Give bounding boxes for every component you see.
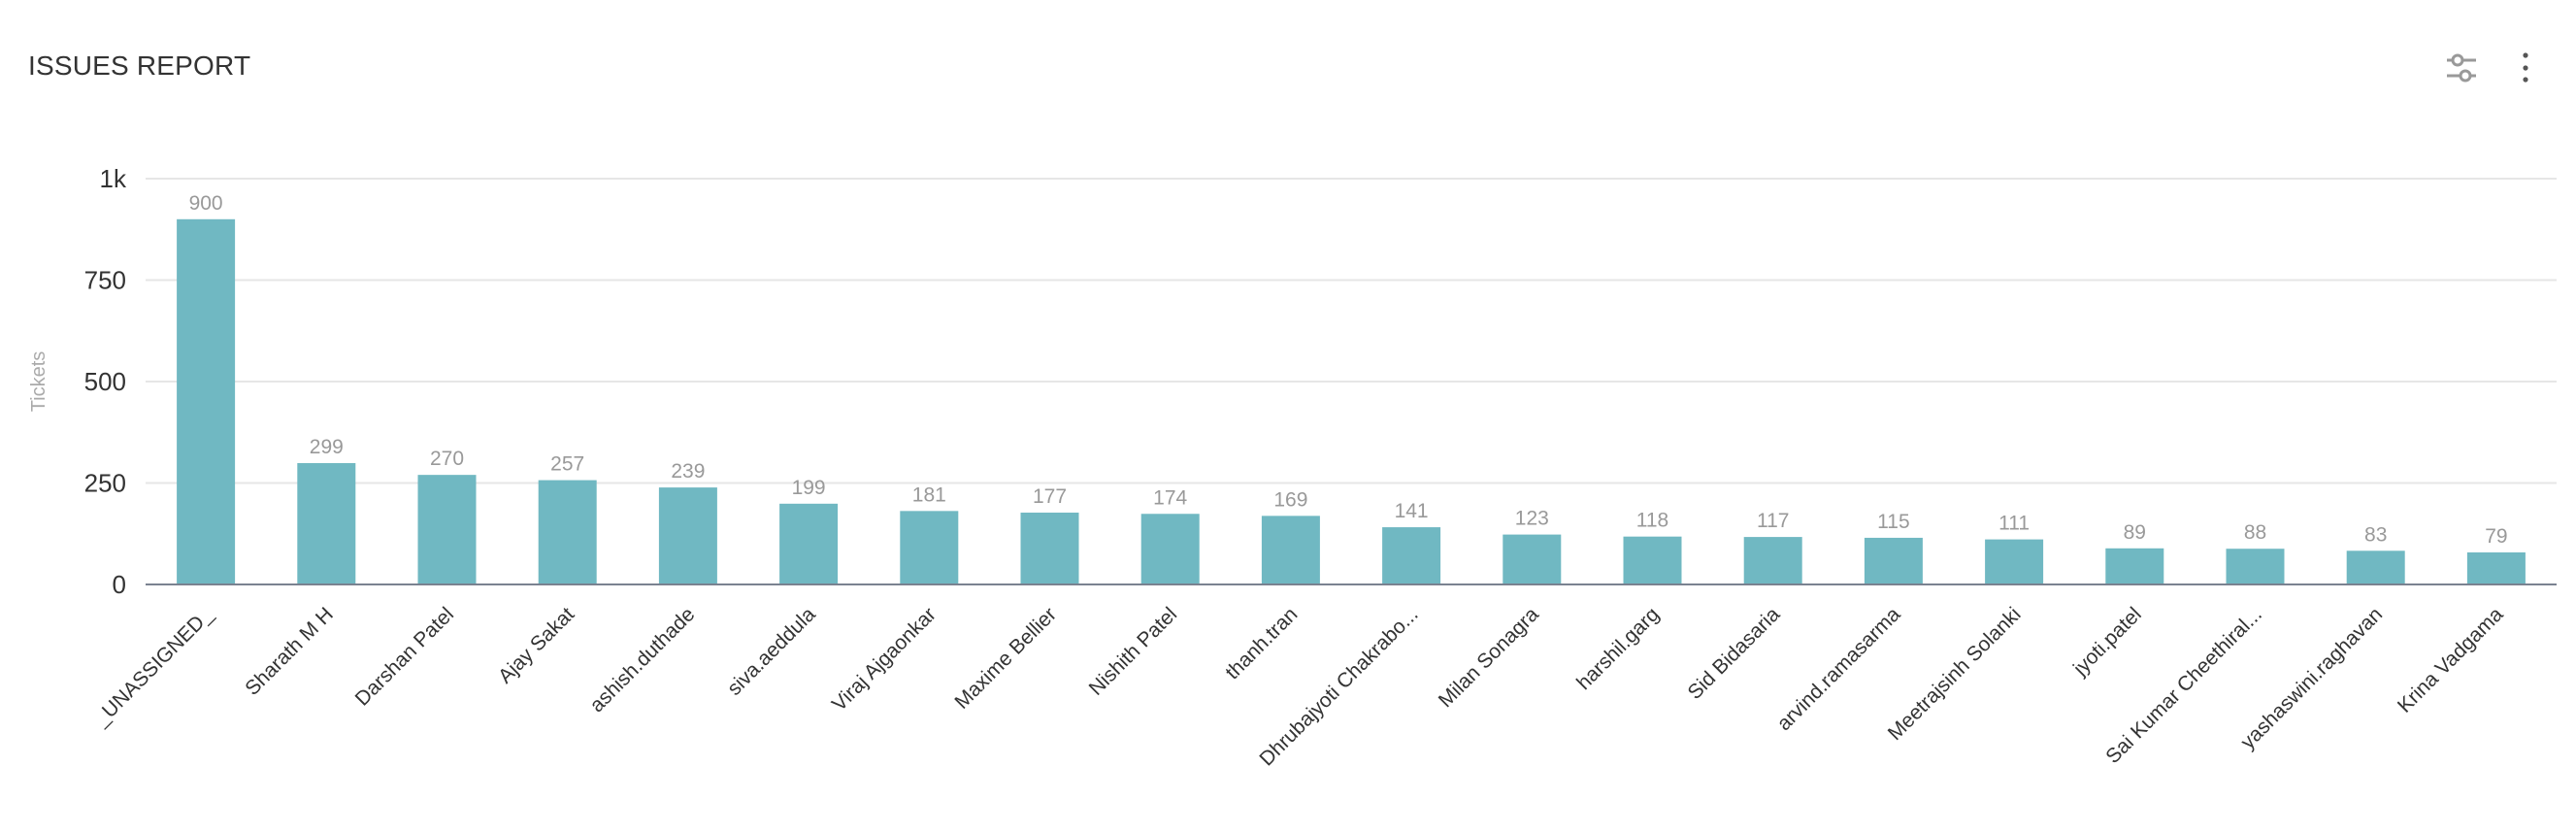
bar [658,487,717,584]
y-tick-label: 1k [100,164,127,193]
data-label: 115 [1877,511,1909,533]
data-label: 900 [189,192,223,215]
page-title: ISSUES REPORT [28,50,251,81]
data-label: 270 [430,448,464,470]
data-label: 111 [1998,513,2030,535]
y-tick-label: 750 [84,266,126,295]
x-tick-label: Viraj Ajgaonkar [828,603,941,716]
x-tick-label: jyoti.patel [2068,603,2146,681]
data-label: 177 [1033,485,1067,508]
bar [1743,537,1802,584]
data-label: 239 [671,460,705,483]
data-label: 169 [1273,488,1307,511]
x-tick-label: thanh.tran [1221,603,1302,683]
x-tick-label: _UNASSIGNED_ [89,603,217,731]
data-label: 117 [1757,510,1789,532]
data-label: 79 [2485,525,2507,548]
x-tick-label: Nishith Patel [1085,603,1182,700]
sliders-icon[interactable] [2440,43,2483,85]
bar [1864,537,1923,584]
x-tick-label: Krina Vadgama [2394,603,2508,717]
data-label: 123 [1515,508,1549,530]
x-tick-label: Dhrubajyoti Chakrabo... [1255,603,1422,770]
more-vertical-icon[interactable] [2504,43,2547,85]
y-axis-title: Tickets [28,351,50,413]
bar [1623,536,1682,584]
x-tick-label: Sid Bidasaria [1683,603,1784,704]
x-tick-label: Sharath M H [241,603,338,700]
bar [1503,534,1562,584]
x-tick-label: Maxime Bellier [950,603,1061,714]
bar [1261,516,1320,584]
bar [900,511,959,584]
bar [2346,550,2405,584]
bar [1382,527,1441,584]
y-tick-label: 500 [84,367,126,396]
x-tick-label: Ajay Sakat [494,603,578,687]
data-label: 88 [2244,521,2266,544]
data-label: 141 [1395,500,1429,522]
bar [2105,548,2164,584]
x-tick-label: ashish.duthade [585,603,699,716]
data-label: 181 [912,483,946,506]
data-label: 118 [1636,510,1668,532]
bar [1985,539,2044,584]
y-tick-label: 250 [84,469,126,498]
x-tick-label: siva.aeddula [723,603,820,700]
x-tick-label: Sai Kumar Cheethiral... [2101,603,2266,768]
bar [1020,513,1079,584]
bar [538,480,597,584]
x-tick-label: Milan Sonagra [1435,603,1543,712]
x-tick-label: arvind.ramasarma [1773,603,1905,735]
data-label: 257 [550,453,584,476]
bar [417,475,477,584]
bar [297,463,356,584]
bar [2226,549,2285,584]
bar [779,503,839,584]
data-label: 199 [792,477,826,499]
data-label: 89 [2124,521,2146,544]
bar [1140,514,1200,584]
x-tick-label: yashaswini.raghavan [2236,603,2387,753]
data-label: 299 [310,436,344,458]
y-tick-label: 0 [113,570,126,599]
x-tick-label: Darshan Patel [351,603,458,710]
bar [2466,551,2526,584]
data-label: 83 [2364,523,2387,546]
x-tick-label: Meetrajsinh Solanki [1884,603,2026,745]
data-label: 174 [1153,486,1187,509]
x-tick-label: harshil.garg [1572,603,1664,694]
bar [177,218,236,585]
